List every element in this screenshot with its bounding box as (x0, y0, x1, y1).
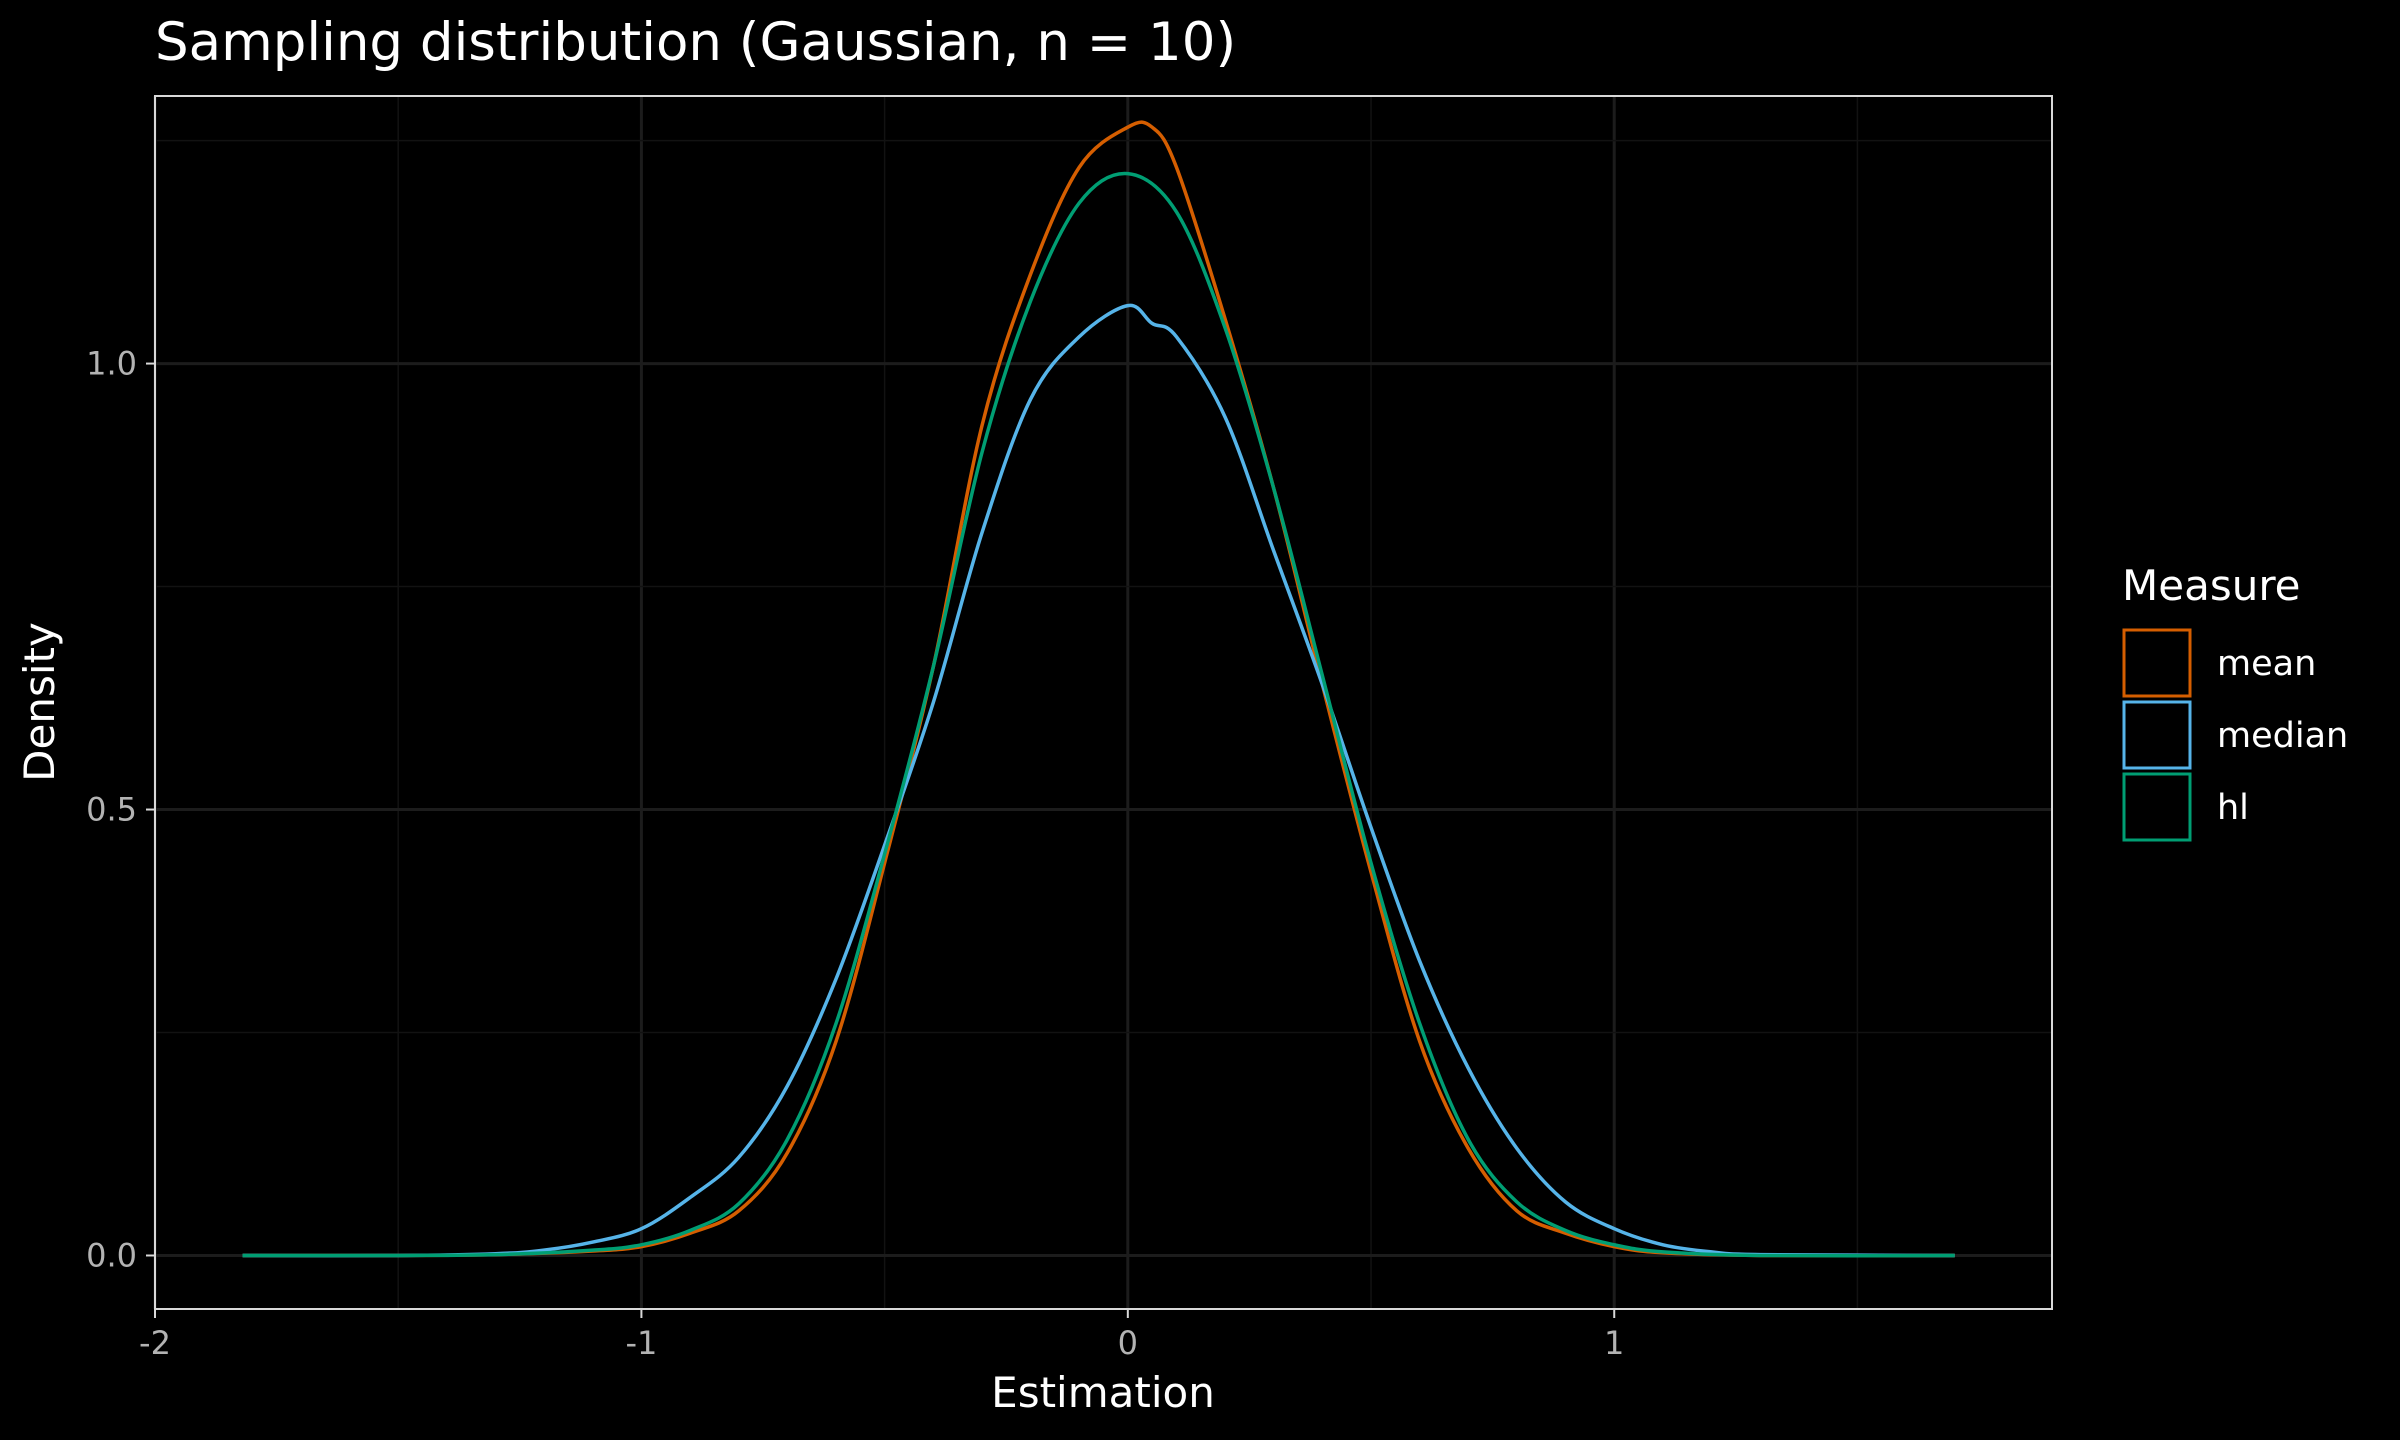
plot-border (154, 95, 2053, 1310)
x-tick-label: -2 (139, 1324, 171, 1362)
series-line-median (242, 303, 1955, 1258)
y-tick-label: 1.0 (86, 345, 137, 383)
series-line-mean (242, 120, 1955, 1258)
legend-key-median (2122, 700, 2192, 770)
legend-label-hl: hl (2217, 788, 2249, 828)
series-line-hl (242, 171, 1955, 1258)
plot-panel (155, 96, 2052, 1309)
legend-key-mean (2122, 628, 2192, 698)
legend-label-median: median (2217, 716, 2348, 756)
x-tick-label: 0 (1118, 1324, 1138, 1362)
legend: Measure mean median hl (2122, 561, 2348, 842)
chart-title: Sampling distribution (Gaussian, n = 10) (155, 12, 1236, 73)
y-tick-label: 0.5 (86, 791, 137, 829)
x-tick-label: -1 (625, 1324, 657, 1362)
density-curves (242, 120, 1955, 1258)
legend-key-hl (2122, 772, 2192, 842)
x-axis-title: Estimation (991, 1368, 1215, 1417)
y-tick-label: 0.0 (86, 1236, 137, 1274)
axes: -2 -1 0 1 0.0 0.5 1.0 (86, 345, 1624, 1362)
x-tick-label: 1 (1604, 1324, 1624, 1362)
legend-label-mean: mean (2217, 644, 2316, 684)
y-axis-title: Density (15, 622, 64, 782)
legend-title: Measure (2122, 561, 2301, 610)
